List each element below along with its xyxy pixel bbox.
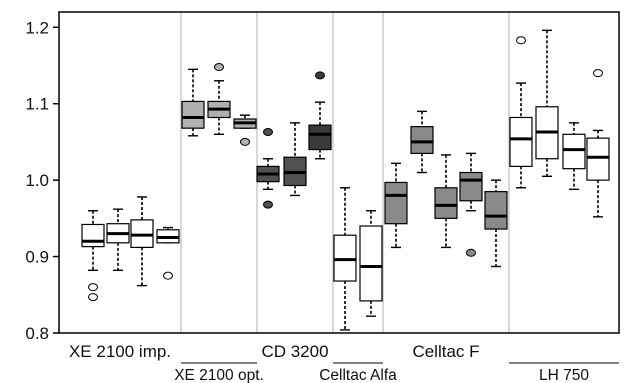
outlier-point xyxy=(240,137,250,146)
whiskers-layer xyxy=(88,29,603,331)
box xyxy=(484,191,508,230)
y-tick-label: 1.0 xyxy=(25,171,49,190)
box xyxy=(509,116,533,167)
outlier-point xyxy=(214,63,224,72)
group-dividers xyxy=(180,12,510,333)
outlier-point xyxy=(88,293,98,302)
outlier-point xyxy=(263,127,273,136)
group-label: XE 2100 opt. xyxy=(174,367,264,383)
box xyxy=(359,225,383,302)
group-label: XE 2100 imp. xyxy=(69,342,171,361)
box xyxy=(308,124,332,151)
box xyxy=(81,223,105,248)
box xyxy=(459,171,483,202)
outlier-point xyxy=(88,283,98,292)
box xyxy=(130,219,154,248)
boxes-layer xyxy=(81,100,610,302)
box xyxy=(181,100,205,129)
box xyxy=(434,187,458,219)
y-tick-label: 1.2 xyxy=(25,18,49,37)
y-tick-label: 0.8 xyxy=(25,324,49,343)
box xyxy=(384,181,408,225)
box xyxy=(562,133,586,170)
outlier-point xyxy=(466,248,476,257)
outlier-point xyxy=(163,271,173,280)
y-axis: 0.8 0.9 1.0 1.1 1.2 xyxy=(25,18,59,343)
plot-frame xyxy=(58,11,620,334)
x-axis-labels: XE 2100 imp.XE 2100 opt. CD 3200 Celltac A… xyxy=(69,342,619,383)
group-label: CD 3200 xyxy=(261,342,328,361)
box xyxy=(586,137,610,181)
outlier-point xyxy=(593,69,603,78)
outliers-layer xyxy=(88,36,603,302)
group-label: Celltac Alfa xyxy=(319,367,397,383)
outlier-point xyxy=(315,71,325,80)
y-tick-label: 1.1 xyxy=(25,95,49,114)
box xyxy=(410,126,434,154)
y-tick-label: 0.9 xyxy=(25,248,49,267)
group-label: LH 750 xyxy=(539,367,589,383)
outlier-point xyxy=(516,36,526,45)
outlier-point xyxy=(263,200,273,209)
group-label: Celltac F xyxy=(412,342,479,361)
box xyxy=(333,234,357,282)
